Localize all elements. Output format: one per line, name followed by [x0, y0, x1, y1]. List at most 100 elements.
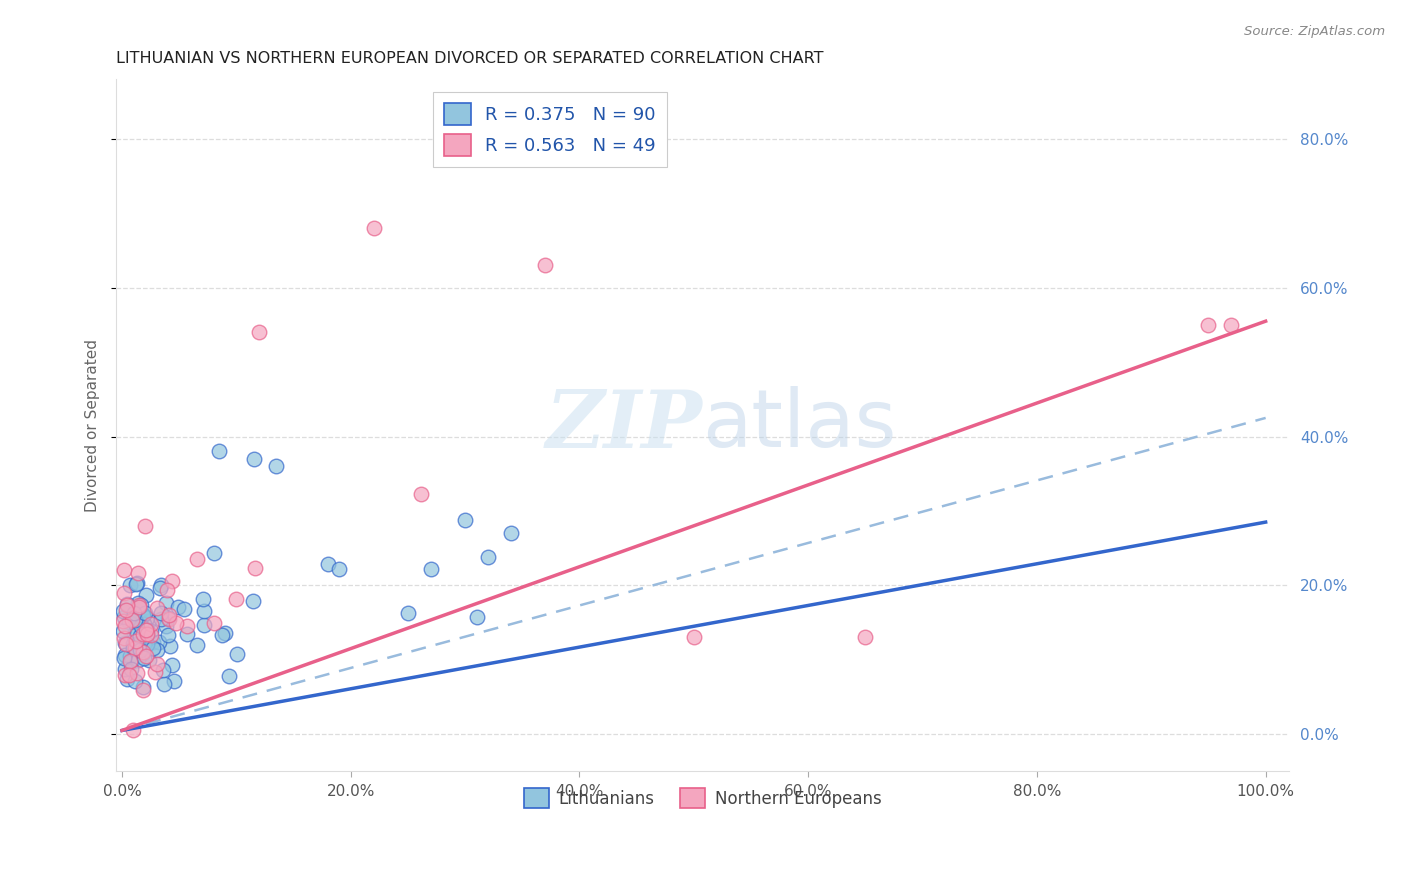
Point [117, 599, 139, 613]
Point [128, 600, 150, 615]
Point [134, 617, 156, 632]
Point [131, 607, 153, 622]
Point [129, 642, 152, 657]
Point [328, 562, 350, 576]
Point [145, 642, 167, 657]
Point [149, 606, 172, 620]
Point [173, 602, 195, 616]
Point [142, 640, 165, 655]
Point [132, 651, 155, 665]
Point [136, 623, 159, 637]
Point [132, 607, 155, 622]
Point [112, 564, 135, 578]
Point [127, 596, 149, 610]
Point [1198, 318, 1220, 332]
Point [150, 612, 173, 626]
Point [419, 562, 441, 576]
Point [135, 626, 157, 640]
Point [193, 592, 215, 607]
Point [136, 611, 159, 625]
Point [138, 653, 160, 667]
Point [135, 649, 157, 664]
Point [112, 604, 135, 618]
Point [242, 451, 264, 466]
Point [160, 658, 183, 673]
Point [112, 586, 135, 600]
Point [409, 487, 432, 501]
Point [176, 618, 198, 632]
Point [114, 662, 136, 676]
Point [132, 682, 155, 697]
Point [120, 654, 142, 668]
Point [176, 627, 198, 641]
Point [112, 651, 135, 665]
Point [122, 606, 145, 620]
Point [499, 526, 522, 541]
Point [127, 636, 149, 650]
Point [115, 673, 138, 687]
Point [124, 613, 146, 627]
Point [112, 610, 135, 624]
Point [396, 606, 419, 620]
Point [135, 624, 157, 638]
Point [125, 633, 148, 648]
Point [138, 615, 160, 629]
Point [136, 637, 159, 651]
Point [160, 574, 183, 589]
Point [477, 549, 499, 564]
Point [214, 625, 236, 640]
Point [153, 677, 176, 691]
Point [226, 647, 249, 661]
Point [131, 645, 153, 659]
Legend: Lithuanians, Northern Europeans: Lithuanians, Northern Europeans [517, 781, 889, 815]
Text: atlas: atlas [703, 386, 897, 465]
Y-axis label: Divorced or Separated: Divorced or Separated [86, 339, 100, 512]
Point [465, 610, 488, 624]
Point [363, 221, 385, 235]
Point [211, 627, 233, 641]
Point [132, 627, 155, 641]
Point [225, 591, 247, 606]
Point [155, 596, 177, 610]
Point [129, 599, 152, 613]
Point [157, 628, 180, 642]
Point [131, 646, 153, 660]
Point [152, 663, 174, 677]
Point [208, 444, 231, 458]
Point [682, 631, 704, 645]
Point [114, 635, 136, 649]
Point [121, 637, 143, 651]
Point [202, 546, 225, 560]
Point [124, 623, 146, 637]
Point [242, 594, 264, 608]
Point [128, 599, 150, 613]
Point [454, 512, 477, 526]
Point [125, 576, 148, 591]
Point [122, 629, 145, 643]
Point [157, 608, 180, 623]
Point [125, 575, 148, 590]
Point [127, 611, 149, 625]
Point [135, 632, 157, 646]
Point [114, 637, 136, 651]
Point [853, 631, 876, 645]
Point [146, 657, 169, 671]
Point [186, 551, 208, 566]
Point [120, 648, 142, 663]
Point [124, 640, 146, 655]
Point [193, 617, 215, 632]
Point [118, 615, 141, 629]
Point [163, 673, 186, 688]
Point [247, 326, 270, 340]
Point [135, 587, 157, 601]
Point [118, 668, 141, 682]
Point [149, 581, 172, 595]
Point [121, 723, 143, 738]
Point [127, 653, 149, 667]
Point [266, 459, 288, 474]
Point [141, 628, 163, 642]
Point [112, 624, 135, 638]
Text: Source: ZipAtlas.com: Source: ZipAtlas.com [1244, 25, 1385, 38]
Point [114, 668, 136, 682]
Point [115, 597, 138, 611]
